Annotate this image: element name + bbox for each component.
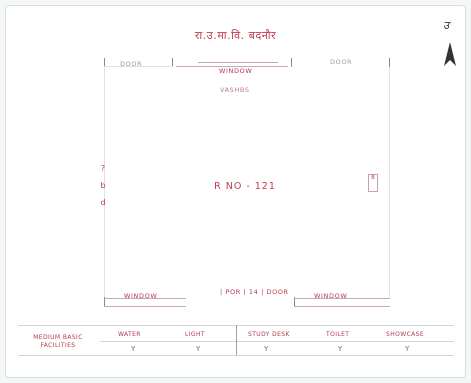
top-right-door-jamb	[291, 58, 292, 67]
top-sub-label: VASHBS	[220, 86, 250, 94]
room-number-label: R NO - 121	[214, 181, 276, 192]
table-bottom-rule	[18, 355, 454, 356]
left-wall-item: ?	[100, 164, 106, 173]
bottom-left-window-label: WINDOW	[124, 292, 158, 300]
table-cell-value: Y	[338, 345, 343, 353]
page-title: रा.उ.मा.वि. बदनौर	[194, 29, 277, 42]
left-wall	[104, 67, 105, 299]
bottom-left-window-jamb	[104, 297, 105, 307]
north-indicator: उ	[440, 18, 460, 70]
table-row-header: MEDIUM BASIC FACILITIES	[18, 334, 98, 350]
bottom-left-window-line	[104, 306, 186, 307]
table-cell-value: Y	[264, 345, 269, 353]
table-divider	[236, 325, 237, 355]
bottom-right-window-jamb	[294, 297, 295, 307]
top-left-door-line	[104, 66, 173, 67]
table-col-header: LIGHT	[185, 331, 205, 338]
bottom-right-window-line	[294, 306, 390, 307]
table-row-header-line: MEDIUM BASIC	[33, 334, 83, 341]
bottom-right-window-label: WINDOW	[314, 292, 348, 300]
table-col-header: WATER	[118, 331, 141, 338]
bottom-right-window-line	[294, 298, 390, 299]
top-window-line-inner	[198, 62, 278, 63]
north-arrow-icon	[444, 42, 456, 66]
top-window-line	[176, 66, 288, 67]
table-mid-rule	[100, 341, 454, 342]
bottom-left-window-line	[104, 298, 186, 299]
top-left-door-jamb	[104, 58, 105, 67]
left-wall-item: b	[100, 181, 106, 190]
table-col-header: STUDY DESK	[248, 331, 290, 338]
top-right-door-label: DOOR	[330, 58, 353, 66]
table-cell-value: Y	[196, 345, 201, 353]
left-wall-item: d	[100, 198, 106, 207]
table-cell-value: Y	[131, 345, 136, 353]
right-wall-item: B	[368, 174, 378, 192]
table-row-header-line: FACILITIES	[40, 342, 76, 349]
top-right-door-jamb	[389, 58, 390, 67]
table-col-header: SHOWCASE	[386, 331, 425, 338]
top-left-door-label: DOOR	[120, 60, 143, 68]
north-mark: उ	[443, 19, 450, 32]
bottom-center-label: | POR | 14 | DOOR	[220, 288, 289, 296]
table-cell-value: Y	[405, 345, 410, 353]
table-col-header: TOILET	[326, 331, 350, 338]
right-wall	[389, 67, 390, 299]
top-window-label: WINDOW	[219, 67, 253, 75]
top-left-door-jamb	[172, 58, 173, 67]
